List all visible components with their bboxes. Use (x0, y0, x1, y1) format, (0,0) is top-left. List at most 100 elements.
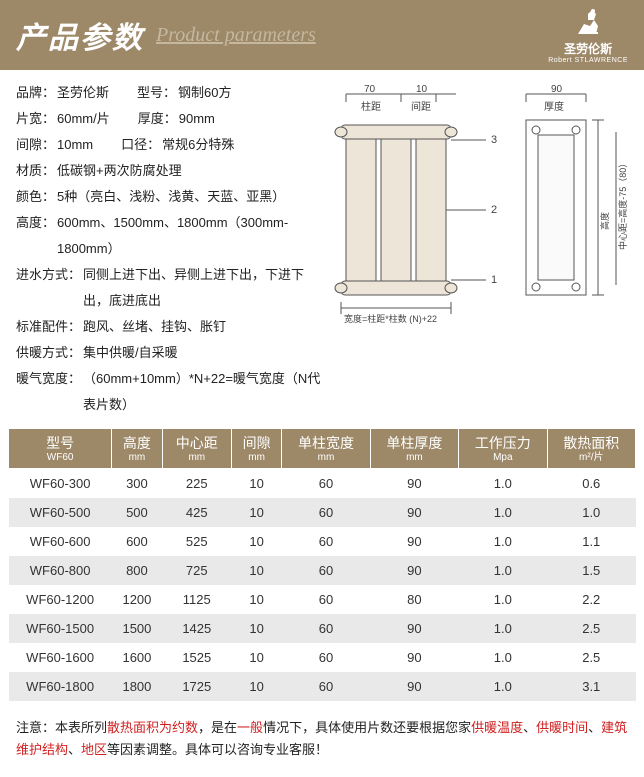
footnote: 注意：本表所列散热面积为约数，是在一般情况下，具体使用片数还要根据您家供暖温度、… (0, 709, 644, 777)
table-cell: 60 (282, 498, 370, 527)
table-cell: WF60-1800 (9, 672, 112, 701)
table-row: WF60-1200120011251060801.02.2 (9, 585, 636, 614)
table-cell: 1.5 (547, 556, 635, 585)
spec-label: 进水方式： (16, 262, 81, 314)
table-cell: 10 (231, 672, 281, 701)
table-cell: 1525 (162, 643, 231, 672)
spec-value: 同侧上进下出、异侧上进下出，下进下出，底进底出 (83, 262, 326, 314)
spec-label: 品牌： (16, 80, 55, 106)
spec-label2: 厚度：90mm (138, 106, 215, 132)
spec-label: 片宽： (16, 106, 55, 132)
spec-label2: 型号：钢制60方 (137, 80, 231, 106)
table-header-cell: 单柱宽度mm (282, 429, 370, 469)
spec-label: 供暖方式： (16, 340, 81, 366)
table-cell: 90 (370, 527, 458, 556)
dim-70: 70 (364, 84, 376, 95)
table-row: WF60-1600160015251060901.02.5 (9, 643, 636, 672)
table-header: 型号WF60高度mm中心距mm间隙mm单柱宽度mm单柱厚度mm工作压力Mpa散热… (9, 429, 636, 469)
spec-label: 标准配件： (16, 314, 81, 340)
table-cell: WF60-500 (9, 498, 112, 527)
table-cell: WF60-1500 (9, 614, 112, 643)
table-cell: 10 (231, 585, 281, 614)
table-header-cell: 工作压力Mpa (459, 429, 547, 469)
spec-row: 品牌：圣劳伦斯 型号：钢制60方 (16, 80, 326, 106)
spec-table: 型号WF60高度mm中心距mm间隙mm单柱宽度mm单柱厚度mm工作压力Mpa散热… (8, 428, 636, 701)
spec-row: 间隙：10mm口径：常规6分特殊 (16, 132, 326, 158)
spec-row: 颜色：5种（亮白、浅粉、浅黄、天蓝、亚黑） (16, 184, 326, 210)
table-body: WF60-3003002251060901.00.6WF60-500500425… (9, 468, 636, 701)
table-cell: 1.0 (459, 468, 547, 498)
content-row: 品牌：圣劳伦斯型号：钢制60方片宽：60mm/片厚度：90mm间隙：10mm口径… (0, 70, 644, 428)
spec-row: 片宽：60mm/片厚度：90mm (16, 106, 326, 132)
table-cell: WF60-600 (9, 527, 112, 556)
note-mid2: 情况下，具体使用片数还要根据您家 (263, 720, 471, 735)
table-header-cell: 间隙mm (231, 429, 281, 469)
table-cell: 60 (282, 468, 370, 498)
spec-value: 圣劳伦斯 (57, 80, 109, 106)
table-header-cell: 高度mm (112, 429, 162, 469)
table-cell: 80 (370, 585, 458, 614)
table-cell: 1.0 (459, 643, 547, 672)
table-row: WF60-1800180017251060901.03.1 (9, 672, 636, 701)
table-row: WF60-1500150014251060901.02.5 (9, 614, 636, 643)
table-cell: WF60-1600 (9, 643, 112, 672)
spec-value: 5种（亮白、浅粉、浅黄、天蓝、亚黑） (57, 184, 285, 210)
table-cell: 90 (370, 498, 458, 527)
logo-name: 圣劳伦斯 (548, 40, 628, 57)
table-cell: 1200 (112, 585, 162, 614)
table-cell: 1.0 (459, 527, 547, 556)
table-cell: 2.5 (547, 643, 635, 672)
ann-3: 3 (491, 134, 497, 146)
spec-label2: 口径：常规6分特殊 (121, 132, 234, 158)
table-cell: 90 (370, 643, 458, 672)
table-cell: 60 (282, 556, 370, 585)
note-tail: 等因素调整。具体可以咨询专业客服！ (107, 742, 328, 757)
table-cell: 1425 (162, 614, 231, 643)
table-cell: 10 (231, 614, 281, 643)
table-cell: 60 (282, 614, 370, 643)
table-row: WF60-8008007251060901.01.5 (9, 556, 636, 585)
spec-value: 集中供暖/自采暖 (83, 340, 178, 366)
table-cell: 1800 (112, 672, 162, 701)
table-cell: 60 (282, 672, 370, 701)
header-title-cn: 产品参数 (16, 13, 144, 57)
table-cell: 1.0 (459, 556, 547, 585)
spec-value: 10mm (57, 132, 93, 158)
spec-value: 600mm、1500mm、1800mm（300mm-1800mm） (57, 210, 326, 262)
table-cell: WF60-300 (9, 468, 112, 498)
table-cell: 1.0 (459, 614, 547, 643)
spec-value: 跑风、丝堵、挂钩、胀钉 (83, 314, 226, 340)
table-cell: 0.6 (547, 468, 635, 498)
label-center: 中心距=高度-75（80） (617, 159, 628, 250)
spec-row: 标准配件：跑风、丝堵、挂钩、胀钉 (16, 314, 326, 340)
label-coldist: 柱距 (361, 100, 381, 113)
table-row: WF60-6006005251060901.01.1 (9, 527, 636, 556)
header-banner: 产品参数 Product parameters 圣劳伦斯 Robert STLA… (0, 0, 644, 70)
table-cell: 1725 (162, 672, 231, 701)
table-cell: 10 (231, 643, 281, 672)
label-height: 高度 (599, 212, 610, 230)
spec-label: 颜色： (16, 184, 55, 210)
table-cell: 10 (231, 498, 281, 527)
table-cell: 10 (231, 468, 281, 498)
spec-label: 高度： (16, 210, 55, 262)
technical-diagram: 70 10 柱距 间距 (326, 80, 644, 418)
table-cell: 1500 (112, 614, 162, 643)
table-cell: 1.0 (459, 498, 547, 527)
knight-logo-icon (570, 6, 606, 38)
spec-list: 品牌：圣劳伦斯型号：钢制60方片宽：60mm/片厚度：90mm间隙：10mm口径… (16, 80, 326, 418)
table-cell: 525 (162, 527, 231, 556)
note-red6: 地区 (81, 742, 107, 757)
note-mid1: ，是在 (198, 720, 237, 735)
table-row: WF60-5005004251060901.01.0 (9, 498, 636, 527)
note-sep3: 、 (68, 742, 81, 757)
table-cell: 2.5 (547, 614, 635, 643)
table-cell: 10 (231, 527, 281, 556)
spec-table-wrap: 型号WF60高度mm中心距mm间隙mm单柱宽度mm单柱厚度mm工作压力Mpa散热… (0, 428, 644, 709)
table-cell: 600 (112, 527, 162, 556)
table-cell: 60 (282, 643, 370, 672)
table-header-cell: 中心距mm (162, 429, 231, 469)
note-sep1: 、 (523, 720, 536, 735)
note-prefix: 注意：本表所列 (16, 720, 107, 735)
table-cell: 1600 (112, 643, 162, 672)
